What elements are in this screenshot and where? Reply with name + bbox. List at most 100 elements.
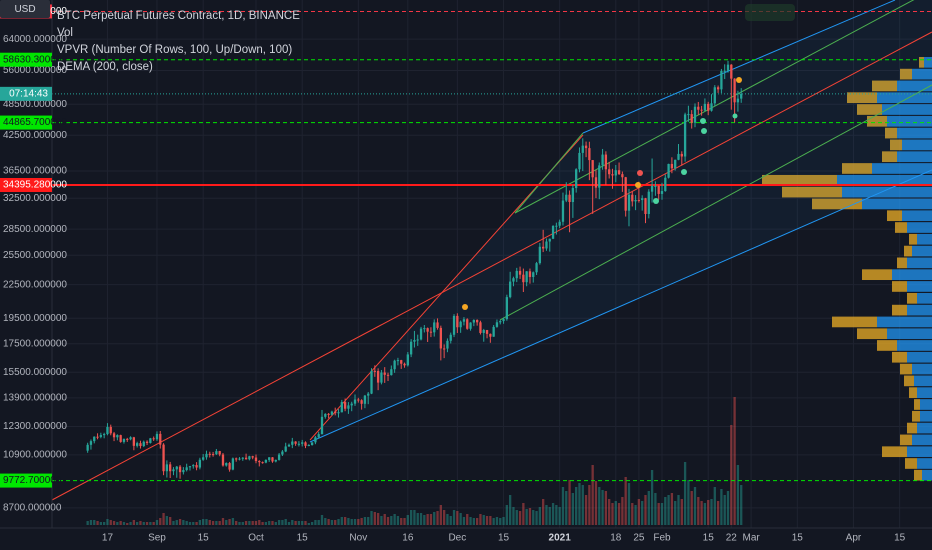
volume-bar — [363, 517, 367, 525]
volume-bar — [637, 499, 641, 525]
x-tick-label: Oct — [248, 533, 264, 544]
profile-down — [812, 198, 862, 210]
volume-bar — [611, 503, 614, 525]
candle-body — [86, 444, 89, 451]
profile-down — [914, 469, 922, 481]
volume-bar — [287, 522, 291, 525]
fork-link — [514, 132, 584, 214]
volume-bar — [446, 514, 449, 525]
volume — [86, 397, 743, 525]
candle-body — [575, 169, 578, 189]
candle-body — [664, 177, 667, 192]
grid — [52, 0, 932, 528]
profile-up — [887, 328, 932, 340]
volume-bar — [152, 522, 155, 525]
candle-body — [740, 93, 743, 99]
volume-bar — [198, 520, 202, 525]
volume-bar — [139, 521, 142, 525]
candle-body — [660, 191, 664, 194]
profile-up — [917, 292, 932, 304]
x-tick-label: Feb — [653, 533, 671, 544]
profile-up — [917, 422, 932, 434]
candle-body — [225, 463, 228, 466]
indicator-label: Vol — [57, 27, 73, 39]
y-tick-label: 32500.000000 — [3, 193, 67, 204]
volume-bar — [475, 518, 479, 525]
candle-body — [261, 462, 264, 464]
signal-dot — [462, 304, 468, 310]
profile-down — [919, 56, 924, 68]
volume-bar — [532, 510, 535, 525]
candle-body — [396, 360, 400, 362]
candle-body — [512, 278, 515, 282]
volume-bar — [713, 487, 716, 525]
profile-down — [782, 186, 842, 198]
volume-bar — [601, 490, 604, 525]
volume-bar — [281, 520, 284, 525]
candle-body — [505, 297, 509, 320]
candle-body — [736, 98, 740, 103]
candle-body — [482, 330, 485, 333]
volume-bar — [528, 508, 532, 525]
candle-body — [116, 435, 119, 438]
volume-bar — [568, 480, 571, 525]
price-line-box — [0, 115, 52, 130]
candle-body — [373, 370, 376, 372]
volume-bar — [109, 520, 112, 525]
volume-bar — [205, 519, 208, 525]
volume-bar — [542, 499, 545, 525]
candle-body — [723, 70, 726, 72]
currency-label[interactable]: USD — [14, 4, 35, 15]
candle-body — [608, 169, 611, 175]
candle-body — [235, 458, 238, 460]
profile-up — [912, 434, 932, 446]
volume-bar — [575, 487, 578, 525]
volume-bar — [145, 522, 149, 525]
candle-body — [713, 87, 716, 104]
currency-button[interactable] — [0, 0, 50, 18]
profile-up — [872, 163, 932, 174]
candle-body — [119, 435, 122, 442]
volume-bar — [710, 499, 713, 525]
volume-bar — [112, 521, 116, 525]
profile-down — [842, 163, 872, 174]
volume-bar — [525, 509, 528, 525]
candle-body — [320, 416, 324, 435]
candle-body — [96, 436, 99, 438]
volume-bar — [561, 487, 565, 525]
price-line-label: 9772.700000 — [3, 475, 62, 486]
volume-bar — [304, 521, 307, 525]
candles — [86, 60, 743, 479]
volume-bar — [535, 511, 538, 525]
candle-body — [674, 159, 677, 169]
candle-body — [730, 64, 733, 79]
profile-down — [907, 292, 917, 304]
profile-up — [920, 399, 932, 410]
volume-bar — [241, 522, 244, 525]
candle-body — [436, 322, 439, 328]
candle-body — [301, 442, 304, 444]
volume-bar — [99, 522, 103, 525]
candle-body — [492, 326, 495, 337]
volume-bar — [482, 515, 485, 525]
volume-bar — [126, 523, 129, 525]
profile-up — [892, 269, 932, 281]
volume-bar — [400, 518, 403, 525]
volume-bar — [459, 513, 462, 525]
volume-bar — [515, 510, 518, 525]
profile-up — [917, 233, 932, 245]
profile-down — [892, 351, 907, 363]
volume-bar — [195, 522, 198, 525]
volume-bar — [693, 487, 697, 525]
volume-bar — [558, 507, 561, 525]
volume-bar — [512, 507, 515, 525]
candle-body — [650, 185, 654, 192]
volume-bar — [350, 519, 353, 525]
candle-body — [423, 328, 426, 330]
y-tick-label: 28500.000000 — [3, 224, 67, 235]
profile-up — [887, 115, 932, 127]
candle-body — [499, 321, 502, 323]
candle-body — [604, 154, 608, 170]
channel-upper — [582, 0, 896, 134]
